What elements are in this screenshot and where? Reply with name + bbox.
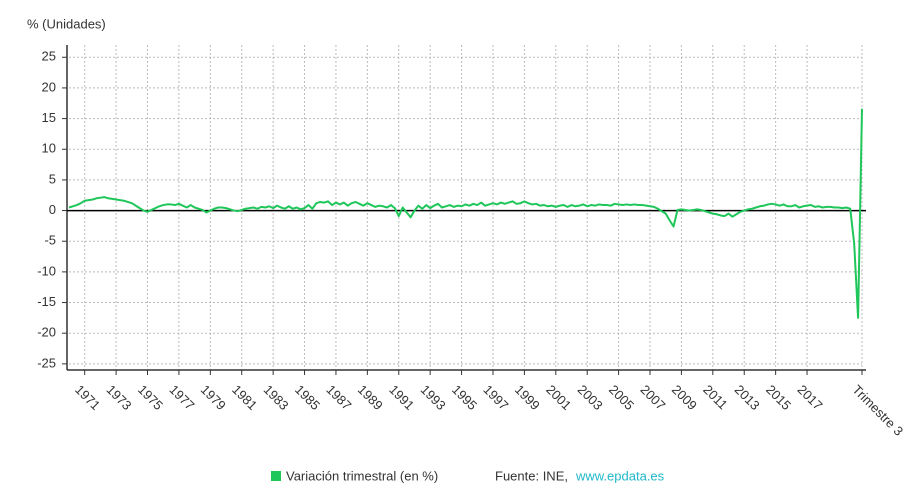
source-label: Fuente: INE, [495,468,568,483]
y-tick-label: 25 [42,49,56,64]
x-tick-label: 1997 [480,382,511,413]
y-axis-label: % (Unidades) [27,16,106,31]
x-tick-label: 1983 [261,382,292,413]
y-tick-label: 0 [49,202,56,217]
y-tick-label: 15 [42,110,56,125]
source-link[interactable]: www.epdata.es [575,468,665,483]
y-tick-label: -20 [37,325,56,340]
x-tick-label: 2005 [606,382,637,413]
x-tick-label: 2009 [669,382,700,413]
x-tick-label: 2001 [543,382,574,413]
legend-label: Variación trimestral (en %) [286,468,438,483]
x-tick-label: 1999 [512,382,543,413]
x-tick-label: 1975 [135,382,166,413]
x-tick-label: 1985 [292,382,323,413]
y-tick-label: -10 [37,263,56,278]
x-tick-label: 1977 [166,382,197,413]
x-tick-label: 2015 [763,382,794,413]
series-line [68,108,863,319]
x-tick-label: 1995 [449,382,480,413]
x-tick-label: 1973 [104,382,135,413]
y-tick-label: 20 [42,79,56,94]
legend-swatch [271,471,281,481]
x-tick-label: 1981 [229,382,260,413]
x-tick-label: 1989 [355,382,386,413]
y-tick-label: 10 [42,141,56,156]
x-tick-label: 1979 [198,382,229,413]
x-tick-label: 1987 [323,382,354,413]
x-tick-label: 2017 [794,382,825,413]
y-tick-label: 5 [49,171,56,186]
x-tick-label: 1993 [418,382,449,413]
x-tick-label: 1991 [386,382,417,413]
x-tick-label: Trimestre 3 [849,382,906,439]
y-tick-label: -15 [37,294,56,309]
x-tick-label: 1971 [72,382,103,413]
y-tick-label: -25 [37,355,56,370]
x-tick-label: 2007 [637,382,668,413]
y-tick-label: -5 [44,233,56,248]
x-tick-label: 2003 [575,382,606,413]
x-tick-label: 2013 [732,382,763,413]
x-tick-label: 2011 [700,382,730,412]
